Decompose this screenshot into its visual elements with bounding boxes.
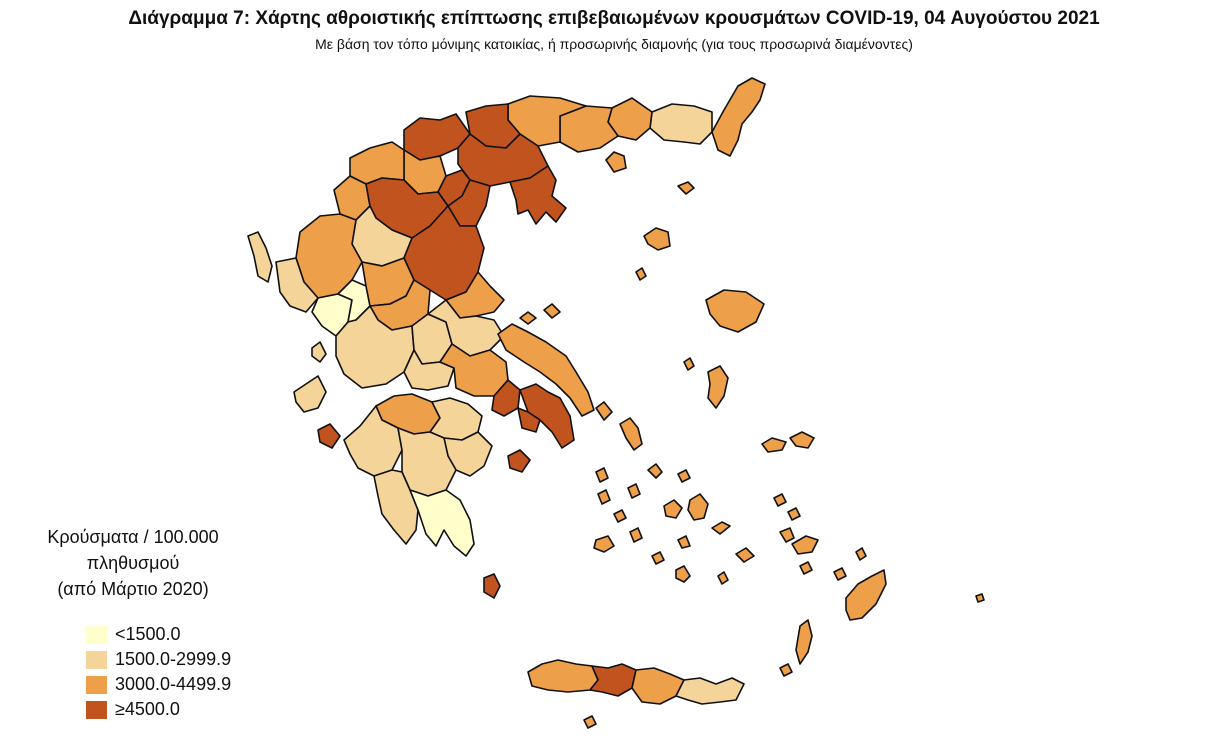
region-chania — [527, 659, 599, 693]
region-symi — [855, 547, 867, 561]
legend-swatch — [86, 650, 107, 669]
region-islands-attica — [507, 449, 531, 473]
region-ios — [677, 535, 691, 549]
legend-swatch — [86, 700, 107, 719]
region-kythira — [483, 573, 501, 599]
region-patmos — [773, 493, 787, 507]
region-psara — [683, 357, 695, 371]
legend-item: <1500.0 — [86, 622, 338, 647]
region-chios — [707, 365, 729, 409]
region-naxos — [687, 493, 709, 521]
legend-item: ≥4500.0 — [86, 697, 338, 722]
region-tinos — [647, 463, 663, 479]
region-kalymnos — [779, 527, 795, 543]
region-rhodes — [845, 569, 887, 621]
region-santorini — [675, 565, 691, 583]
region-thesprotia — [275, 257, 319, 313]
region-zakynthos — [317, 423, 341, 449]
region-messinia — [373, 469, 419, 545]
region-karpathos — [795, 619, 813, 665]
legend-label: <1500.0 — [115, 624, 181, 644]
map-title: Διάγραμμα 7: Χάρτης αθροιστικής επίπτωση… — [128, 8, 1100, 29]
region-lasithi — [675, 677, 745, 705]
map-subtitle: Με βάση τον τόπο μόνιμης κατοικίας, ή πρ… — [315, 36, 913, 52]
region-rodopi — [649, 103, 713, 145]
legend-swatch — [86, 675, 107, 694]
region-agios-efstratios — [635, 267, 647, 281]
legend-item: 1500.0-2999.9 — [86, 647, 338, 672]
region-evia — [497, 323, 595, 417]
region-evros — [711, 77, 766, 157]
region-milos — [593, 535, 615, 553]
region-astypalaia — [735, 547, 755, 563]
region-kerkyra — [247, 231, 273, 283]
region-sifnos — [629, 527, 643, 543]
legend-label: 3000.0-4499.9 — [115, 674, 232, 694]
region-amorgos — [711, 521, 731, 535]
region-kea — [595, 467, 609, 483]
region-kasos — [779, 663, 793, 677]
region-anafi — [717, 571, 729, 585]
legend-swatch — [86, 625, 107, 644]
region-florina — [349, 141, 405, 185]
region-thasos — [605, 151, 627, 173]
region-kefalonia — [293, 375, 327, 413]
region-gavdos — [583, 715, 597, 729]
region-irakleio — [631, 667, 685, 705]
region-rethymno — [589, 663, 637, 697]
region-kavala — [559, 105, 619, 153]
region-skyros — [595, 401, 613, 421]
region-andros — [619, 417, 643, 451]
region-samothraki — [677, 181, 695, 195]
legend-title: Κρούσματα / 100.000 πληθυσμού (από Μάρτι… — [8, 524, 258, 602]
region-athens — [517, 407, 541, 433]
region-lefkada — [311, 341, 327, 363]
legend-title-line1: Κρούσματα / 100.000 πληθυσμού — [47, 527, 219, 573]
region-tilos — [833, 567, 847, 581]
region-arkadia — [397, 427, 457, 497]
region-limnos — [643, 227, 671, 251]
region-syros — [627, 483, 641, 499]
region-samos — [789, 431, 815, 449]
region-sporades — [519, 303, 561, 325]
region-chalkidiki — [509, 165, 567, 225]
region-kythnos — [597, 489, 611, 505]
region-kos — [791, 535, 819, 555]
region-lesvos — [705, 289, 765, 333]
legend-label: ≥4500.0 — [115, 699, 180, 719]
region-paros — [663, 499, 683, 519]
region-mykonos — [677, 469, 691, 483]
region-serifos — [613, 509, 627, 523]
legend-items: <1500.0 1500.0-2999.9 3000.0-4499.9 ≥450… — [8, 622, 338, 722]
region-nisyros — [799, 561, 813, 575]
region-ikaria — [761, 437, 787, 453]
legend-label: 1500.0-2999.9 — [115, 649, 232, 669]
region-lakonia — [409, 489, 475, 557]
region-leros — [787, 507, 801, 521]
legend-item: 3000.0-4499.9 — [86, 672, 338, 697]
region-folegandros — [651, 551, 665, 565]
legend-title-line2: (από Μάρτιο 2020) — [57, 579, 209, 599]
legend: Κρούσματα / 100.000 πληθυσμού (από Μάρτι… — [8, 524, 338, 722]
region-kastellorizo — [975, 593, 985, 603]
